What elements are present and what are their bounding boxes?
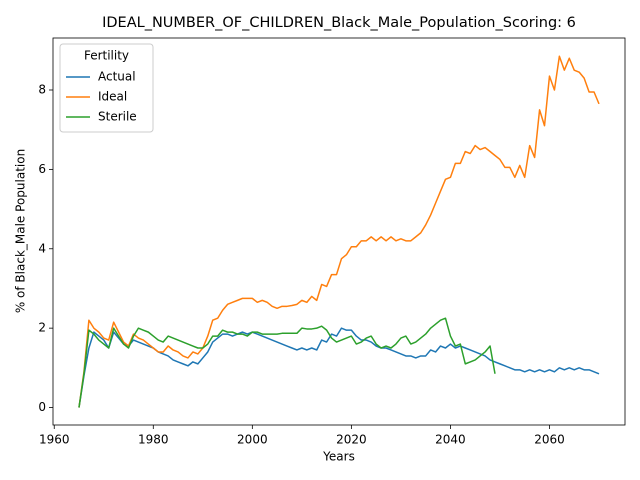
x-tick-label: 2060 bbox=[534, 433, 565, 447]
legend-label: Sterile bbox=[98, 110, 137, 124]
series-line bbox=[78, 55, 600, 408]
legend: Fertility Actual Ideal Sterile bbox=[59, 43, 154, 133]
x-tick-label: 2040 bbox=[435, 433, 466, 447]
chart-title: IDEAL_NUMBER_OF_CHILDREN_Black_Male_Popu… bbox=[102, 15, 576, 31]
series-line bbox=[78, 327, 600, 408]
series-line bbox=[78, 317, 496, 408]
legend-title: Fertility bbox=[84, 49, 129, 63]
x-tick-label: 2000 bbox=[237, 433, 268, 447]
x-tick-label: 2020 bbox=[336, 433, 367, 447]
legend-box bbox=[59, 43, 154, 133]
y-tick-label: 4 bbox=[38, 241, 46, 255]
legend-label: Ideal bbox=[98, 90, 127, 104]
y-tick-label: 2 bbox=[38, 321, 46, 335]
x-tick-label: 1960 bbox=[39, 433, 70, 447]
y-tick-label: 0 bbox=[38, 400, 46, 414]
x-tick-label: 1980 bbox=[138, 433, 169, 447]
y-tick-label: 8 bbox=[38, 82, 46, 96]
x-axis-label: Years bbox=[322, 450, 355, 464]
plot-frame bbox=[52, 37, 626, 426]
y-axis-label: % of Black_Male Population bbox=[14, 149, 28, 313]
y-tick-label: 6 bbox=[38, 162, 46, 176]
legend-label: Actual bbox=[98, 70, 136, 84]
